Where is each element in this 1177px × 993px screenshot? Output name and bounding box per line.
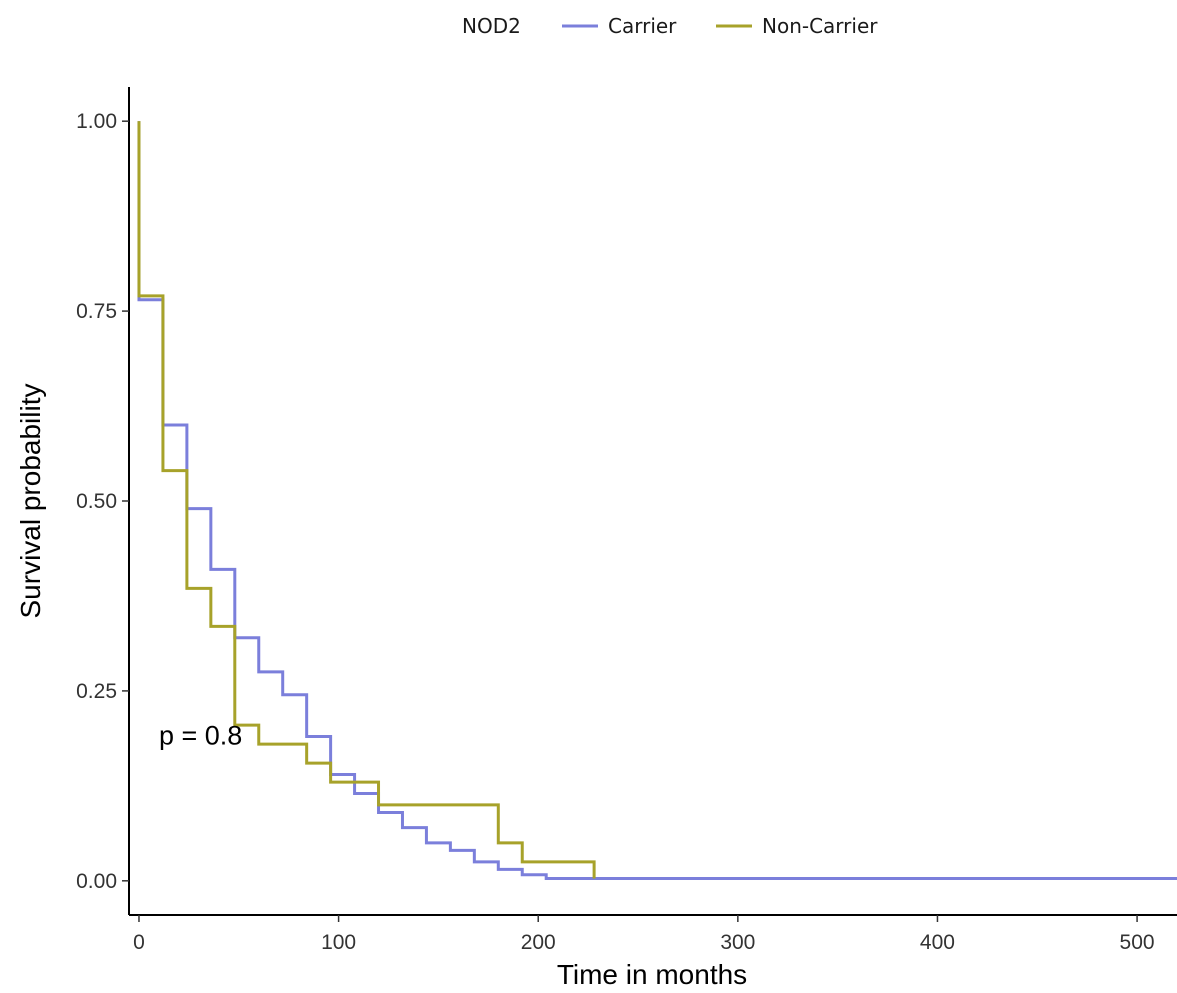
x-tick-label: 0 <box>133 931 145 954</box>
x-tick-label: 500 <box>1120 931 1155 954</box>
y-tick-label: 1.00 <box>76 110 117 133</box>
legend-label-carrier: Carrier <box>608 14 677 38</box>
series-line-carrier <box>137 121 1177 881</box>
series-layer <box>137 121 1177 881</box>
x-tick-label: 400 <box>920 931 955 954</box>
y-tick-label: 0.75 <box>76 300 117 323</box>
x-axis-title: Time in months <box>557 959 747 990</box>
axes: 0.00 0.25 0.50 0.75 1.00 0 100 200 300 400 500 <box>76 87 1177 954</box>
legend-title: NOD2 <box>462 14 521 38</box>
y-tick-label: 0.50 <box>76 490 117 513</box>
y-axis-title: Survival probability <box>15 384 46 619</box>
series-line-non-carrier <box>137 121 596 879</box>
p-value-annotation: p = 0.8 <box>159 720 242 750</box>
y-tick-label: 0.00 <box>76 870 117 893</box>
legend-label-non-carrier: Non-Carrier <box>762 14 878 38</box>
y-tick-label: 0.25 <box>76 680 117 703</box>
x-tick-label: 100 <box>321 931 356 954</box>
x-tick-label: 200 <box>521 931 556 954</box>
x-tick-label: 300 <box>720 931 755 954</box>
legend: NOD2 Carrier Non-Carrier <box>462 14 878 38</box>
